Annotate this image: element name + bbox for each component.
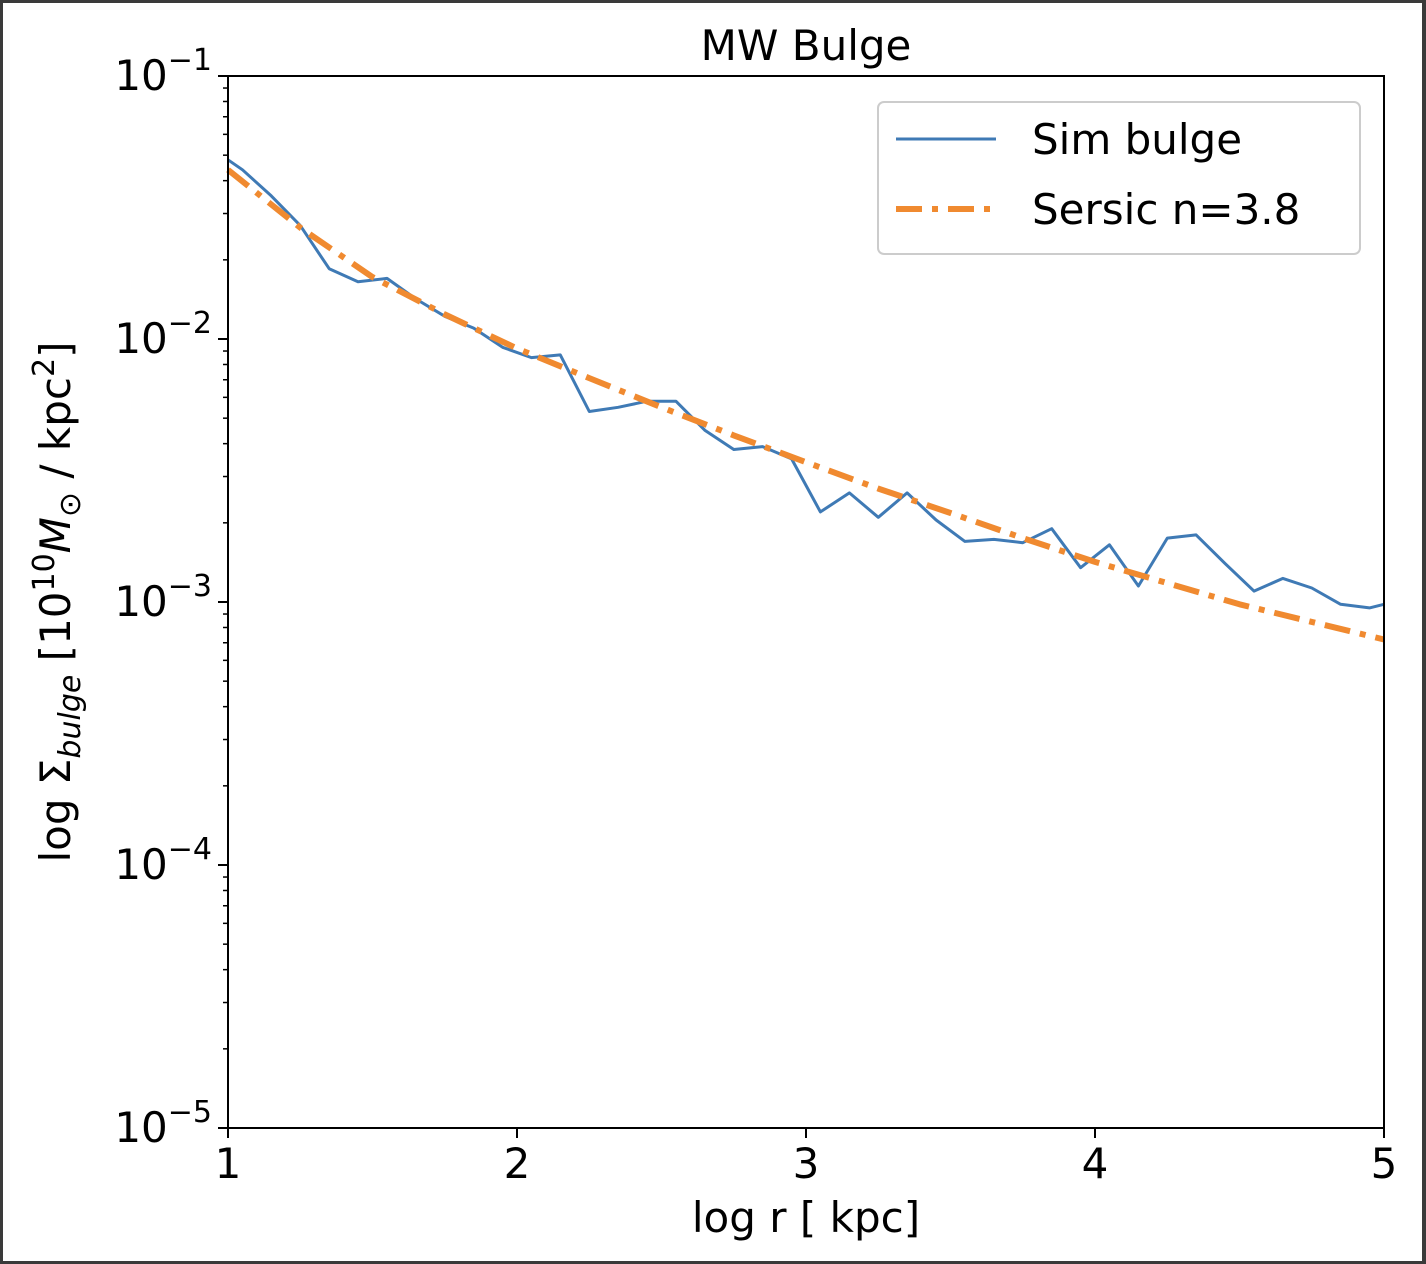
y-tick-label-exponent: −1: [168, 43, 212, 78]
y-tick-label-base: 10: [114, 840, 167, 889]
y-axis-label-prefix: log Σ: [31, 759, 80, 863]
x-tick-label: 2: [504, 1139, 531, 1188]
plot-area-frame: [227, 75, 1385, 1129]
y-tick-label-exponent: −2: [168, 306, 212, 341]
y-tick-label-exponent: −4: [168, 832, 212, 867]
major-ticks: [218, 75, 1385, 1138]
y-tick-label-exponent: −3: [168, 569, 212, 604]
x-axis-label: log r [ kpc]: [692, 1193, 920, 1242]
x-tick-label: 4: [1082, 1139, 1109, 1188]
chart-title: MW Bulge: [701, 21, 912, 70]
series-line-sersic: [226, 167, 1385, 643]
y-axis-label-bracket-open: [10: [31, 591, 80, 674]
y-axis-label-sun: ⊙: [53, 492, 88, 517]
y-tick-label-base: 10: [114, 577, 167, 626]
y-axis-label-subscript: bulge: [53, 675, 88, 759]
y-tick-label-base: 10: [114, 314, 167, 363]
y-axis-label-unit: / kpc: [31, 377, 80, 492]
series-layer: [226, 158, 1385, 643]
y-tick-label-base: 10: [114, 1103, 167, 1152]
x-tick-labels: 1 2 3 4 5: [215, 1139, 1398, 1188]
y-tick-label: 10−2: [114, 306, 212, 363]
y-tick-label: 10−4: [114, 832, 212, 889]
y-axis-label-power: 10: [27, 553, 62, 591]
legend-label-sersic: Sersic n=3.8: [1032, 185, 1300, 234]
legend: Sim bulge Sersic n=3.8: [877, 101, 1361, 255]
x-tick-label: 1: [215, 1139, 242, 1188]
y-tick-label-base: 10: [114, 51, 167, 100]
x-tick-label: 3: [793, 1139, 820, 1188]
y-axis-label-mass: M: [31, 517, 80, 553]
x-tick-label: 5: [1371, 1139, 1398, 1188]
y-axis-label-unit-power: 2: [27, 358, 62, 377]
legend-label-sim-bulge: Sim bulge: [1032, 115, 1242, 164]
y-tick-label: 10−1: [114, 43, 212, 100]
y-tick-labels: 10−110−210−310−410−5: [114, 43, 212, 1152]
y-tick-label: 10−5: [114, 1095, 212, 1152]
y-axis-label-bracket-close: ]: [31, 341, 80, 357]
y-axis-label: log Σbulge [1010M⊙ / kpc2]: [27, 341, 88, 862]
legend-box: [877, 101, 1361, 255]
y-tick-label: 10−3: [114, 569, 212, 626]
y-tick-label-exponent: −5: [168, 1095, 212, 1130]
